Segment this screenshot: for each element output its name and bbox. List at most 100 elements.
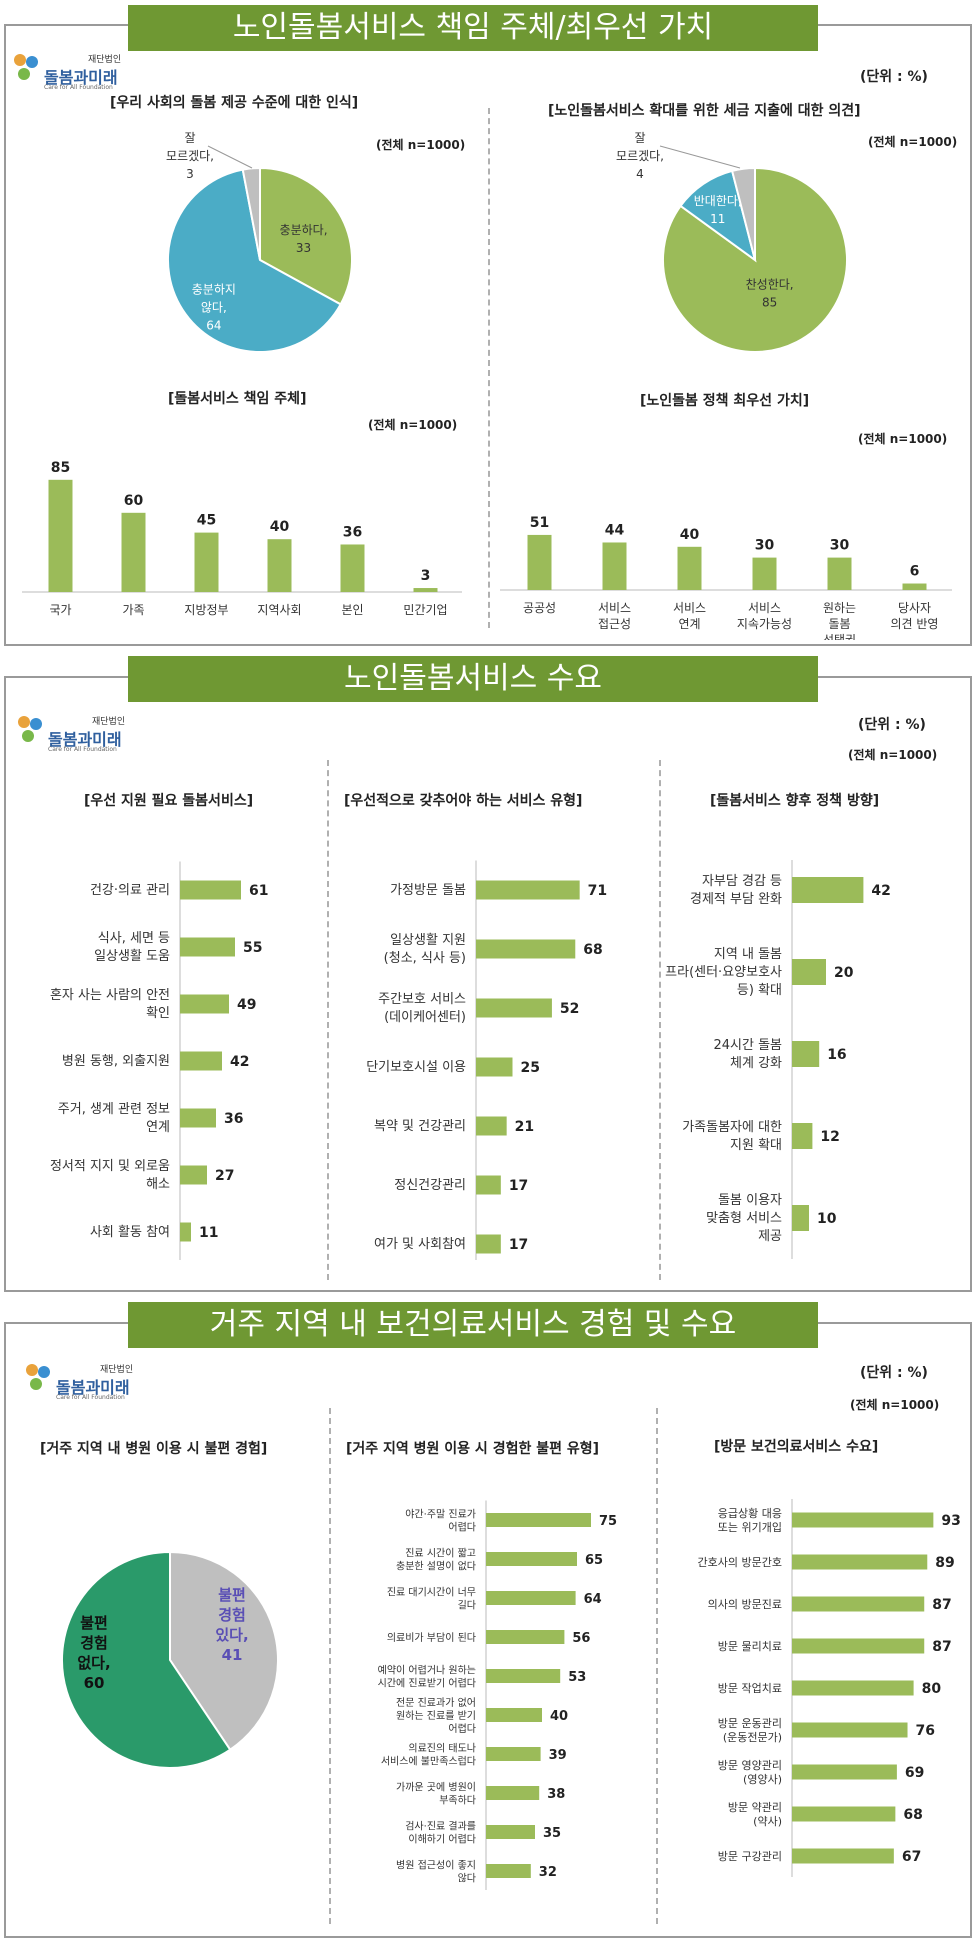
hb2-value-0: 71 xyxy=(588,883,607,899)
bar2-title: [노인돌봄 정책 최우선 가치] xyxy=(640,393,810,409)
hb4-value-1: 65 xyxy=(585,1553,603,1568)
bar2-cat-1: 서비스 접근성 xyxy=(598,601,631,631)
hb1-value-1: 55 xyxy=(243,940,262,956)
divider-2b xyxy=(659,760,661,1280)
hb4-cat-3: 의료비가 부담이 된다 xyxy=(387,1632,476,1644)
bar2-value-1: 44 xyxy=(605,522,625,538)
logo-sub-2: 재단법인 xyxy=(92,717,126,727)
hb4-cat-1: 진료 시간이 짧고 충분한 설명이 없다 xyxy=(396,1548,476,1573)
hb5-bar-1 xyxy=(792,1554,928,1570)
hb1-title: [우선 지원 필요 돌봄서비스] xyxy=(84,793,254,809)
pie2-label-1: 반대한다, 11 xyxy=(694,194,742,226)
section-banner-2: 노인돌봄서비스 수요 xyxy=(128,656,818,702)
hb4-cat-0: 야간·주말 진료가 어렵다 xyxy=(405,1509,476,1534)
bar1-value-4: 36 xyxy=(343,524,362,540)
hb5-cat-3: 방문 물리치료 xyxy=(718,1640,782,1653)
pie1-label-2: 잘 모르겠다, 3 xyxy=(166,131,214,181)
hb2-bar-5 xyxy=(476,1175,501,1195)
hb2-cat-0: 가정방문 돌봄 xyxy=(390,883,466,898)
hb4-cat-7: 가까운 곳에 병원이 부족하다 xyxy=(396,1782,476,1807)
hb5-cat-7: 방문 약관리 (약사) xyxy=(728,1800,782,1828)
bar2-cat-2: 서비스 연계 xyxy=(673,601,706,631)
hb1-chart: 61 건강·의료 관리 55 식사, 세면 등 일상생활 도움 49 혼자 사는 사람의 안… xyxy=(50,861,268,1260)
hb4-value-0: 75 xyxy=(599,1514,617,1529)
bar1-value-1: 60 xyxy=(124,493,144,509)
hb2-cat-1: 일상생활 지원 (청소, 식사 등) xyxy=(384,933,466,966)
hb1-bar-5 xyxy=(180,1165,207,1185)
hb2-value-2: 52 xyxy=(560,1001,579,1017)
bar2-bar-2 xyxy=(677,546,702,590)
bar1-cat-2: 지방정부 xyxy=(184,603,228,617)
hb3-cat-3: 가족돌봄자에 대한 지원 확대 xyxy=(682,1120,782,1153)
bar1-value-0: 85 xyxy=(51,460,70,476)
hb3-bar-4 xyxy=(792,1205,809,1231)
pie2-label-2: 잘 모르겠다, 4 xyxy=(616,131,664,181)
hb3-cat-4: 돌봄 이용자 맞춤형 서비스 제공 xyxy=(706,1193,782,1244)
pie3-label-1: 불편 경험 있다, 41 xyxy=(215,1586,248,1664)
pie2-label-0: 찬성한다, 85 xyxy=(746,277,794,310)
hb5-cat-5: 방문 운동관리 (운동전문가) xyxy=(718,1717,782,1744)
pie2-leader-2 xyxy=(659,145,741,169)
n-label-3: (전체 n=1000) xyxy=(850,1398,940,1412)
bar1-chart: 85 국가 60 가족 45 지방정부 40 지역사회 36 본인 3 민간기업 xyxy=(22,460,462,617)
hb5-value-3: 87 xyxy=(932,1639,951,1655)
pie1-title: [우리 사회의 돌봄 제공 수준에 대한 인식] xyxy=(110,95,359,111)
hb5-cat-0: 응급상황 대응 또는 위기개입 xyxy=(718,1507,782,1534)
bar2-value-2: 40 xyxy=(680,527,700,543)
hb5-cat-1: 간호사의 방문간호 xyxy=(698,1556,782,1569)
hb5-title: [방문 보건의료서비스 수요] xyxy=(714,1439,879,1455)
bar1-bar-2 xyxy=(194,532,219,592)
hb2-bar-6 xyxy=(476,1234,501,1254)
bar2-value-5: 6 xyxy=(910,564,920,580)
hb1-value-0: 61 xyxy=(249,883,268,899)
hb3-value-4: 10 xyxy=(817,1211,837,1227)
n-label-2: (전체 n=1000) xyxy=(848,748,938,762)
bar1-bar-0 xyxy=(48,479,73,592)
hb4-cat-2: 진료 대기시간이 너무 길다 xyxy=(387,1587,476,1612)
bar2-bar-3 xyxy=(752,557,777,590)
hb1-bar-3 xyxy=(180,1051,222,1071)
hb3-chart: 42 자부담 경감 등 경제적 부담 완화 20 지역 내 돌봄 인프라(센터·요양보호사… xyxy=(664,860,891,1259)
hb4-value-9: 32 xyxy=(539,1865,557,1880)
hb4-bar-2 xyxy=(486,1591,576,1605)
hb5-bar-7 xyxy=(792,1806,896,1822)
hb1-cat-4: 주거, 생계 관련 정보 연계 xyxy=(58,1102,170,1135)
bar1-cat-1: 가족 xyxy=(122,603,144,617)
hb1-value-6: 11 xyxy=(199,1225,218,1241)
logo-2: 재단법인 돌봄과미래 Care for All Foundation xyxy=(14,712,144,756)
hb3-cat-0: 자부담 경감 등 경제적 부담 완화 xyxy=(690,874,782,907)
logo-eng: Care for All Foundation xyxy=(44,84,113,91)
pie3-chart: 불편 경험 없다, 60 불편 경험 있다, 41 xyxy=(61,1550,279,1769)
hb1-cat-3: 병원 동행, 외출지원 xyxy=(62,1053,170,1069)
hb1-bar-0 xyxy=(180,880,241,900)
hb4-cat-6: 의료진의 태도나 서비스에 불만족스럽다 xyxy=(381,1743,476,1768)
hb5-cat-4: 방문 작업치료 xyxy=(718,1682,782,1695)
hb2-cat-2: 주간보호 서비스 (데이케어센터) xyxy=(378,992,466,1025)
unit-label: (단위 : %) xyxy=(860,69,928,85)
pie1-slice-2 xyxy=(241,166,261,261)
logo-eng-2: Care for All Foundation xyxy=(48,746,117,753)
bar2-bar-4 xyxy=(827,557,852,590)
hb2-chart: 71 가정방문 돌봄 68 일상생활 지원 (청소, 식사 등) 52 주간보호 서비스 (데… xyxy=(366,860,607,1260)
logo-text-2: 돌봄과미래 xyxy=(48,730,122,749)
hb3-value-1: 20 xyxy=(834,965,854,981)
hb4-bar-5 xyxy=(486,1708,542,1722)
divider-3a xyxy=(329,1408,331,1924)
hb2-bar-1 xyxy=(476,939,576,959)
hb5-bar-5 xyxy=(792,1722,908,1738)
hb4-value-2: 64 xyxy=(584,1592,602,1607)
hb5-bar-8 xyxy=(792,1848,894,1864)
hb4-value-8: 35 xyxy=(543,1826,561,1841)
hb5-value-0: 93 xyxy=(941,1513,960,1529)
hb4-bar-9 xyxy=(486,1864,531,1878)
hb1-bar-4 xyxy=(180,1108,216,1128)
bar1-cat-0: 국가 xyxy=(49,603,71,617)
hb1-value-2: 49 xyxy=(237,997,256,1013)
hb1-bar-2 xyxy=(180,994,229,1014)
section-banner-3: 거주 지역 내 보건의료서비스 경험 및 수요 xyxy=(128,1302,818,1348)
hb3-cat-1: 지역 내 돌봄 인프라(센터·요양보호사 등) 확대 xyxy=(664,947,782,998)
hb3-title: [돌봄서비스 향후 정책 방향] xyxy=(710,793,880,809)
hb2-cat-6: 여가 및 사회참여 xyxy=(374,1237,466,1252)
hb3-bar-3 xyxy=(792,1123,813,1149)
hb4-title: [거주 지역 병원 이용 시 경험한 불편 유형] xyxy=(346,1441,599,1457)
